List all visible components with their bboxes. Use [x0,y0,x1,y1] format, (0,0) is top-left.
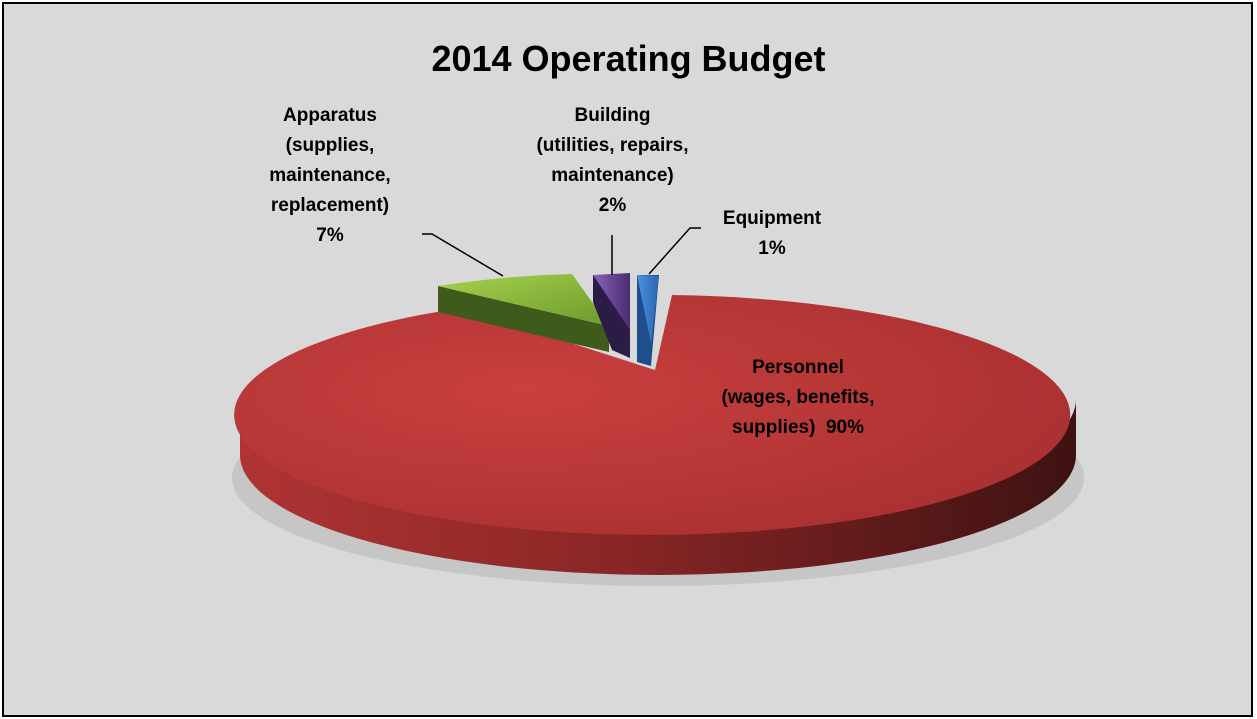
label-equipment: Equipment 1% [722,208,822,259]
label-apparatus: Apparatus (supplies, maintenance, replac… [269,105,391,246]
slice-equipment [637,275,659,366]
slice-apparatus-side [438,286,609,352]
label-building: Building (utilities, repairs, maintenanc… [536,105,689,216]
slice-building [593,273,630,358]
slice-personnel-top [234,295,1071,535]
leader-line-apparatus [422,233,504,277]
chart-title: 2014 Operating Budget [431,38,826,79]
slice-personnel [234,295,1076,575]
slice-equipment-top [637,275,659,343]
label-personnel: Personnel (wages, benefits, supplies) 90… [721,357,875,438]
slice-apparatus [438,274,609,352]
slice-personnel-side [240,399,1076,575]
slice-apparatus-top [438,274,609,326]
leader-line-equipment [648,227,701,275]
slice-building-top [593,273,630,330]
